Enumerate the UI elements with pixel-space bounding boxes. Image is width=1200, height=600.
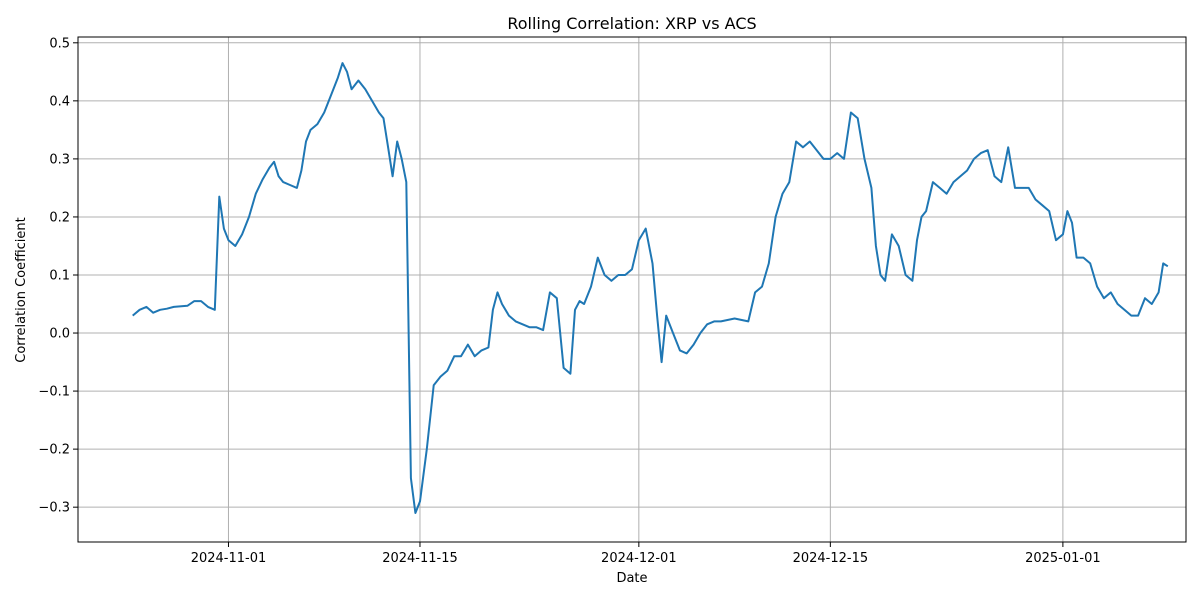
- y-tick-label: 0.1: [49, 268, 70, 283]
- x-tick-label: 2025-01-01: [1025, 551, 1101, 566]
- y-axis-label: Correlation Coefficient: [14, 217, 29, 363]
- chart-title: Rolling Correlation: XRP vs ACS: [507, 14, 756, 33]
- y-tick-label: −0.3: [38, 501, 70, 516]
- y-axis-ticks: −0.3 −0.2 −0.1 0.0 0.1 0.2 0.3 0.4 0.5: [38, 36, 78, 516]
- x-tick-label: 2024-11-15: [382, 551, 458, 566]
- y-tick-label: −0.1: [38, 385, 70, 400]
- y-tick-label: 0.3: [49, 152, 70, 167]
- series-line-rolling-correlation: [132, 62, 1169, 514]
- y-tick-label: 0.5: [49, 36, 70, 51]
- x-tick-label: 2024-12-01: [601, 551, 677, 566]
- y-tick-label: 0.0: [49, 327, 70, 342]
- x-axis-label: Date: [616, 571, 647, 586]
- x-axis-ticks: 2024-11-01 2024-11-15 2024-12-01 2024-12-15…: [191, 542, 1101, 566]
- y-tick-label: 0.4: [49, 94, 70, 109]
- x-tick-label: 2024-11-01: [191, 551, 267, 566]
- y-tick-label: 0.2: [49, 210, 70, 225]
- x-tick-label: 2024-12-15: [793, 551, 869, 566]
- plot-frame: [77, 36, 1187, 543]
- grid: [78, 37, 1186, 542]
- y-tick-label: −0.2: [38, 443, 70, 458]
